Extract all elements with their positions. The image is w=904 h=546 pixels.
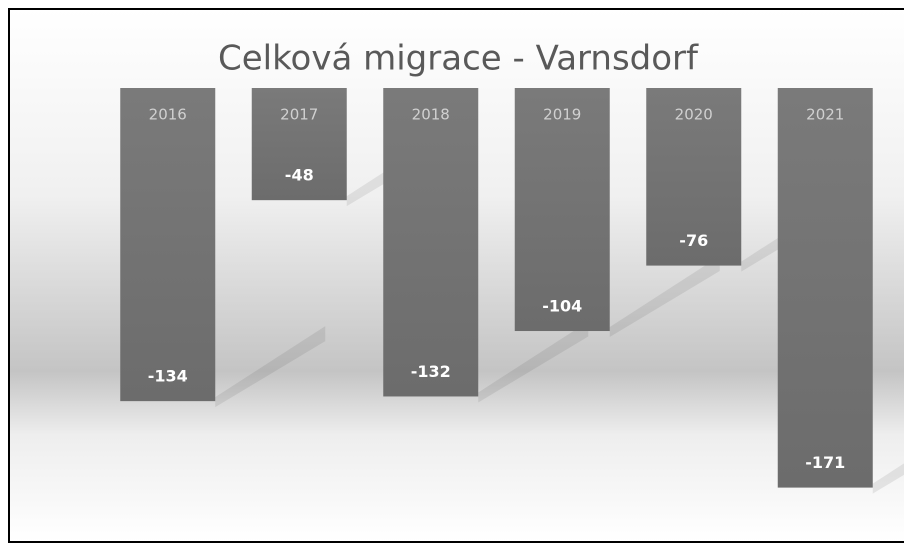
bar <box>646 88 742 266</box>
x-tick-label: 2019 <box>543 106 581 124</box>
x-tick-label: 2020 <box>675 106 713 124</box>
bar-shadow <box>478 321 589 403</box>
bar <box>777 88 873 488</box>
bar-shadow <box>215 326 326 408</box>
bar <box>383 88 479 397</box>
data-label: -76 <box>679 231 708 250</box>
x-tick-label: 2021 <box>806 106 844 124</box>
bar-shadow <box>609 256 720 338</box>
x-tick-label: 2018 <box>412 106 450 124</box>
chart-title: Celková migrace - Varnsdorf <box>218 39 699 79</box>
bar <box>251 88 347 201</box>
bar <box>120 88 216 402</box>
bar <box>514 88 610 332</box>
data-label: -48 <box>285 166 314 185</box>
data-label: -171 <box>805 453 845 472</box>
data-label: -132 <box>411 362 451 381</box>
x-tick-label: 2017 <box>280 106 318 124</box>
x-tick-label: 2016 <box>149 106 187 124</box>
data-label: -104 <box>542 297 582 316</box>
bar-shadow <box>872 463 904 494</box>
data-label: -134 <box>148 367 188 386</box>
